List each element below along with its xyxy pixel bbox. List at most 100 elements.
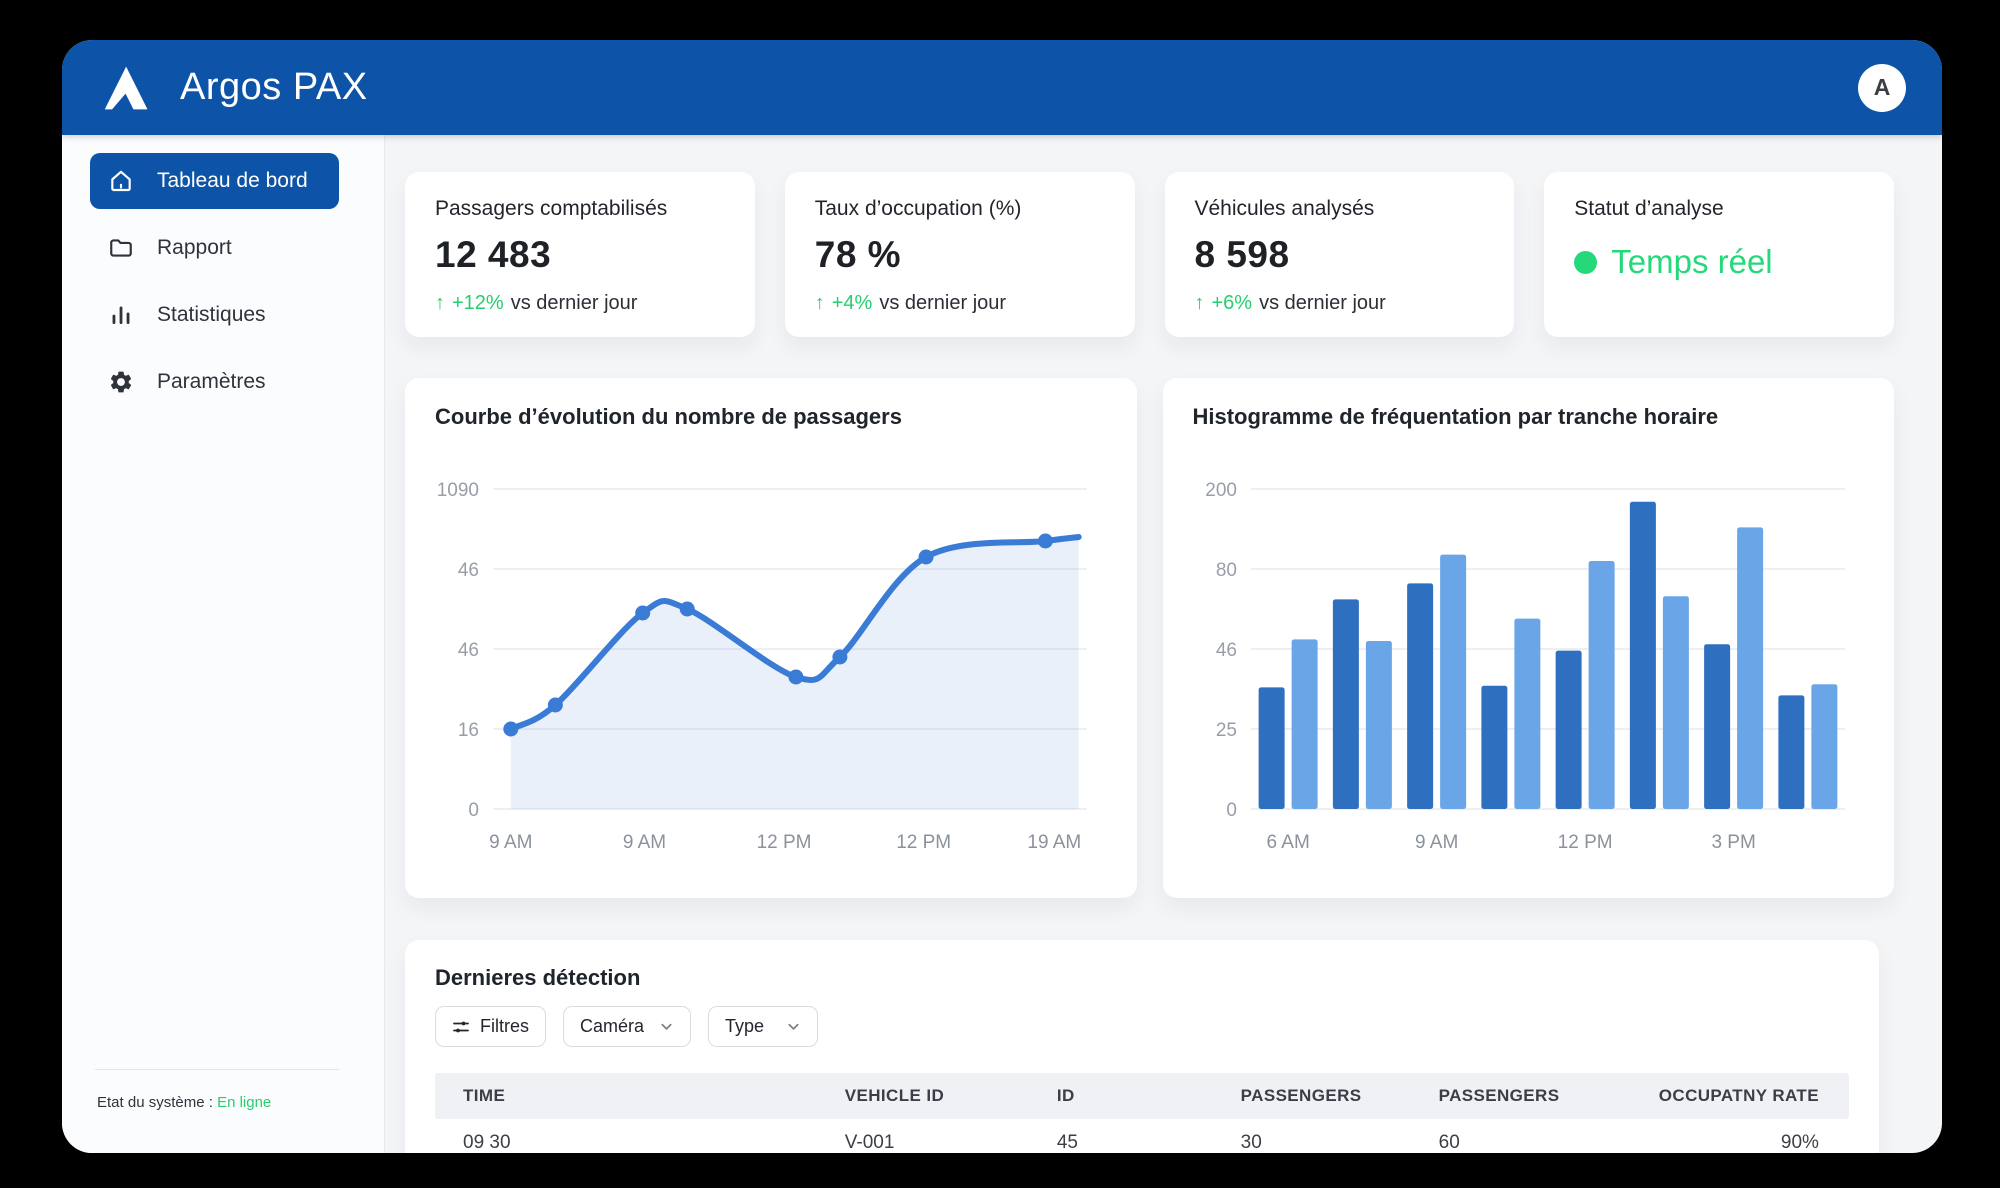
camera-select-value: Caméra xyxy=(580,1016,645,1036)
analysis-status: Temps réel xyxy=(1574,243,1864,281)
cell-vehicle-id: V-001 xyxy=(844,1131,895,1153)
up-arrow-icon: ↑ xyxy=(1194,292,1205,314)
sidebar-item-label: Tableau de bord xyxy=(157,169,308,192)
column-header-occupancy-rate: OCCUPATNY RATE xyxy=(1658,1086,1819,1105)
argos-logo-icon xyxy=(98,62,154,114)
svg-text:0: 0 xyxy=(468,800,479,821)
svg-text:12 PM: 12 PM xyxy=(1557,832,1612,853)
gear-icon xyxy=(107,368,135,396)
cell-passengers-2: 60 xyxy=(1438,1131,1460,1153)
app-title: Argos PAX xyxy=(180,66,368,108)
svg-text:46: 46 xyxy=(1215,640,1236,661)
sidebar-item-parametres[interactable]: Paramètres xyxy=(90,354,339,410)
status-text: Temps réel xyxy=(1611,243,1773,280)
stat-delta: ↑ +6% vs dernier jour xyxy=(1195,292,1485,315)
frequentation-bar-chart: 200 80 46 25 0 6 AM 9 AM 12 PM 3 PM xyxy=(1205,480,1845,853)
stat-title: Véhicules analysés xyxy=(1194,197,1375,220)
svg-text:19 AM: 19 AM xyxy=(1027,832,1081,853)
avatar-initial: A xyxy=(1873,74,1891,100)
stat-value: 78 % xyxy=(814,234,902,275)
detections-card: Dernieres détection Filtres Caméra xyxy=(405,940,1879,1153)
sidebar-item-label: Paramètres xyxy=(157,370,266,393)
filters-button[interactable]: Filtres xyxy=(435,1006,546,1047)
svg-text:6 AM: 6 AM xyxy=(1266,832,1309,853)
sidebar-item-statistiques[interactable]: Statistiques xyxy=(90,287,339,343)
app-header: Argos PAX A xyxy=(62,40,1942,135)
passengers-line-chart: 1090 46 46 16 0 9 AM 9 AM 12 PM 12 PM 19 AM xyxy=(437,480,1087,853)
home-icon xyxy=(107,167,135,195)
filters-button-label: Filtres xyxy=(480,1016,529,1036)
delta-percent: +6% xyxy=(1211,292,1253,314)
line-chart-card: Courbe d’évolution du nombre de passager… xyxy=(405,378,1137,898)
sidebar-item-label: Rapport xyxy=(157,236,232,259)
stat-delta: ↑ +12% vs dernier jour xyxy=(435,292,725,315)
chevron-down-icon xyxy=(659,1019,674,1034)
stat-title: Passagers comptabilisés xyxy=(435,197,668,220)
sidebar-item-label: Statistiques xyxy=(157,303,266,326)
app-window: Argos PAX A Tableau de bord xyxy=(62,40,1942,1153)
stat-title: Taux d’occupation (%) xyxy=(814,197,1022,220)
sidebar-footer: Etat du système : En ligne xyxy=(62,1069,384,1153)
line-chart-title: Courbe d’évolution du nombre de passager… xyxy=(435,404,902,429)
svg-text:9 AM: 9 AM xyxy=(489,832,532,853)
stat-card-passagers: Passagers comptabilisés 12 483 ↑ +12% vs… xyxy=(405,172,755,337)
stat-delta: ↑ +4% vs dernier jour xyxy=(815,292,1105,315)
folder-icon xyxy=(107,234,135,262)
svg-text:12 PM: 12 PM xyxy=(757,832,812,853)
svg-text:46: 46 xyxy=(458,640,479,661)
table-row[interactable]: 09 30 V-001 45 30 60 90% xyxy=(435,1119,1849,1153)
svg-text:0: 0 xyxy=(1226,800,1237,821)
type-select[interactable]: Type xyxy=(708,1006,818,1047)
user-avatar[interactable]: A xyxy=(1858,63,1906,112)
column-header-passengers-2: PASSENGERS xyxy=(1438,1086,1560,1105)
delta-suffix: vs dernier jour xyxy=(1259,292,1386,314)
type-select-value: Type xyxy=(725,1016,765,1036)
svg-text:1090: 1090 xyxy=(437,480,479,501)
svg-text:3 PM: 3 PM xyxy=(1711,832,1755,853)
stat-card-vehicules: Véhicules analysés 8 598 ↑ +6% vs dernie… xyxy=(1164,172,1515,337)
stat-card-statut: Statut d’analyse Temps réel xyxy=(1544,172,1894,337)
up-arrow-icon: ↑ xyxy=(814,292,825,314)
stats-row: Passagers comptabilisés 12 483 ↑ +12% vs… xyxy=(405,172,1894,337)
chevron-down-icon xyxy=(786,1019,801,1034)
sliders-icon xyxy=(452,1018,470,1036)
column-header-time: TIME xyxy=(463,1086,506,1105)
svg-text:12 PM: 12 PM xyxy=(896,832,951,853)
svg-text:9 AM: 9 AM xyxy=(623,832,666,853)
system-status-label: Etat du système : xyxy=(97,1094,213,1111)
table-header-row: TIME VEHICLE ID ID PASSENGERS PASSENGERS… xyxy=(435,1073,1849,1119)
sidebar-divider xyxy=(95,1069,339,1070)
svg-text:46: 46 xyxy=(458,560,479,581)
sidebar: Tableau de bord Rapport xyxy=(62,135,385,1153)
cell-id: 45 xyxy=(1056,1131,1078,1153)
bar-chart-icon xyxy=(107,301,135,329)
stat-title: Statut d’analyse xyxy=(1574,197,1724,220)
bar-chart-title: Histogramme de fréquentation par tranche… xyxy=(1192,404,1719,429)
column-header-passengers-1: PASSENGERS xyxy=(1240,1086,1362,1105)
charts-row: Courbe d’évolution du nombre de passager… xyxy=(405,378,1894,898)
svg-text:9 AM: 9 AM xyxy=(1414,832,1457,853)
stat-card-taux-occupation: Taux d’occupation (%) 78 % ↑ +4% vs dern… xyxy=(784,172,1135,337)
bar-chart-card: Histogramme de fréquentation par tranche… xyxy=(1162,378,1894,898)
cell-time: 09 30 xyxy=(463,1131,511,1153)
system-status-value: En ligne xyxy=(217,1094,272,1111)
column-header-vehicle-id: VEHICLE ID xyxy=(844,1086,945,1105)
main-content: Passagers comptabilisés 12 483 ↑ +12% vs… xyxy=(385,135,1942,1153)
svg-text:80: 80 xyxy=(1215,560,1236,581)
column-header-id: ID xyxy=(1056,1086,1075,1105)
cell-occupancy-rate: 90% xyxy=(1780,1131,1819,1153)
status-dot-icon xyxy=(1574,250,1598,274)
svg-text:200: 200 xyxy=(1205,480,1237,501)
stat-value: 8 598 xyxy=(1194,234,1290,275)
sidebar-nav: Tableau de bord Rapport xyxy=(62,153,384,421)
stat-value: 12 483 xyxy=(435,234,552,275)
filters-row: Filtres Caméra Type xyxy=(435,1006,1849,1047)
camera-select[interactable]: Caméra xyxy=(563,1006,691,1047)
detections-table: TIME VEHICLE ID ID PASSENGERS PASSENGERS… xyxy=(435,1073,1849,1153)
sidebar-item-tableau-de-bord[interactable]: Tableau de bord xyxy=(90,153,339,209)
sidebar-item-rapport[interactable]: Rapport xyxy=(90,220,339,276)
delta-suffix: vs dernier jour xyxy=(510,292,638,314)
detections-title: Dernieres détection xyxy=(435,965,641,990)
delta-percent: +12% xyxy=(452,292,504,314)
system-status: Etat du système : En ligne xyxy=(62,1094,384,1111)
